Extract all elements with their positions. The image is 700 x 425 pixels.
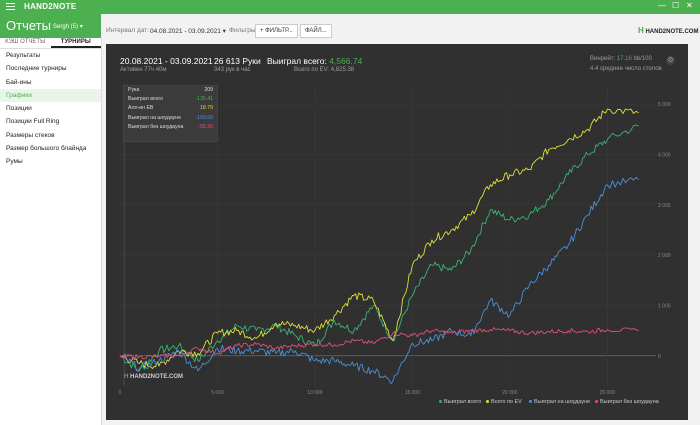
y-tick-label: 3 000 [658, 203, 671, 209]
legend-label: Выиграл без шоудауна [600, 399, 659, 405]
winrate-label: Винрейт: [590, 56, 616, 62]
minimize-icon[interactable]: — [658, 1, 666, 10]
legend-label: Всего по EV [491, 399, 522, 405]
tab-tournaments[interactable]: ТУРНИРЫ [50, 38, 101, 48]
chart-watermark: H HAND2NOTE.COM [124, 374, 183, 380]
user-selector[interactable]: Sergh (5) ▾ [53, 23, 83, 30]
x-tick-label: 0 [119, 390, 122, 396]
won-total: Выиграл всего: 4,566.74 [267, 56, 362, 66]
series-line [119, 124, 639, 372]
graph-panel: 20.08.2021 - 03.09.2021 Активен 77ч 40м … [106, 44, 688, 420]
legend-item[interactable]: Всего по EV [486, 399, 522, 405]
legend-item[interactable]: Выиграл всего [439, 399, 481, 405]
sidebar-item-positions[interactable]: Позиции [6, 105, 32, 113]
brand-logo: H HAND2NOTE.COM [638, 26, 698, 35]
tooltip-row: Выиграл без шоудауна -58.26 [124, 123, 217, 132]
tooltip-value: 209 [204, 87, 213, 93]
tab-cash-reports[interactable]: КЭШ ОТЧЕТЫ [5, 39, 46, 45]
date-interval-label: Интервал дат: [106, 27, 150, 34]
watermark-text: HAND2NOTE.COM [130, 374, 184, 380]
tooltip-label: Выиграл всего [128, 96, 164, 103]
avg-tables: 4.4 среднее число столов [590, 66, 662, 72]
series-line [119, 176, 639, 385]
legend-label: Выиграл на шоудауне [534, 399, 591, 405]
sidebar-item-stack-sizes[interactable]: Размеры стеков [6, 131, 55, 139]
chevron-down-icon: ▾ [79, 24, 83, 30]
tooltip-value: -193.66 [195, 114, 213, 121]
logo-icon: H [638, 26, 644, 35]
hover-tooltip: Рука 209 Выиграл всего -135.41 Алл-ин EB 18… [123, 85, 218, 142]
winrate-value: 17.16 [616, 56, 632, 62]
chevron-down-icon: ▾ [222, 28, 226, 35]
sidebar-item-big-blind-size[interactable]: Размер большого блайнда [6, 145, 87, 153]
date-interval-value: 04.08.2021 - 03.09.2021 [150, 28, 221, 35]
y-tick-label: 4 000 [658, 152, 671, 158]
winrate-unit: bb/100 [633, 56, 652, 62]
sidebar-item-rooms[interactable]: Румы [6, 158, 23, 166]
tooltip-label: Алл-ин EB [128, 105, 154, 112]
logo-text: HAND2NOTE.COM [645, 29, 699, 35]
y-tick-label: 2 000 [658, 253, 671, 259]
title-bar: HAND2NOTE — ☐ ✕ [0, 0, 700, 14]
legend-item[interactable]: Выиграл на шоудауне [529, 399, 590, 405]
tooltip-row: Алл-ин EB 18.79 [124, 104, 217, 113]
hands-per-hour: 343 рук в час [214, 67, 251, 73]
hands-count: 26 613 Руки [214, 56, 261, 66]
sidebar-tabs: КЭШ ОТЧЕТЫ ТУРНИРЫ [0, 38, 101, 49]
x-tick-label: 5 000 [211, 390, 224, 396]
filters-label: Фильтры: [229, 27, 258, 34]
x-tick-label: 20 000 [502, 390, 518, 396]
x-tick-label: 25 000 [600, 390, 616, 396]
tooltip-row: Выиграл на шоудауне -193.66 [124, 114, 217, 123]
tooltip-value: -58.26 [198, 123, 213, 130]
user-label: Sergh (5) [53, 24, 79, 30]
sidebar-item-buyins[interactable]: Бай-ины [6, 78, 32, 86]
date-interval-select[interactable]: 04.08.2021 - 03.09.2021 ▾ [150, 27, 226, 35]
tooltip-value: 18.79 [200, 105, 213, 112]
sidebar-item-results[interactable]: Результаты [6, 52, 41, 59]
app-title: HAND2NOTE [24, 2, 77, 11]
date-range: 20.08.2021 - 03.09.2021 [120, 56, 213, 66]
tooltip-label: Рука [128, 87, 140, 93]
page-header: Отчеты Sergh (5) ▾ [0, 14, 101, 38]
won-label: Выиграл всего: [267, 56, 327, 66]
series-line [119, 327, 639, 360]
winrate: Винрейт: 17.16 bb/100 [590, 56, 652, 62]
ev-total: Всего по EV: 4,825.38 [294, 67, 355, 73]
x-tick-label: 15 000 [405, 390, 421, 396]
won-value: 4,566.74 [329, 56, 363, 66]
tooltip-label: Выиграл на шоудауне [128, 114, 182, 121]
maximize-icon[interactable]: ☐ [672, 1, 680, 10]
legend-item[interactable]: Выиграл без шоудауна [595, 399, 659, 405]
tooltip-value: -135.41 [195, 96, 213, 103]
series-line [119, 108, 639, 370]
settings-icon[interactable]: ⚙ [666, 56, 675, 65]
menu-icon[interactable] [6, 3, 15, 10]
y-tick-label: 5 000 [658, 102, 671, 108]
legend-label: Выиграл всего [444, 399, 482, 405]
logo-icon: H [124, 374, 129, 380]
y-tick-label: 0 [658, 354, 661, 360]
sidebar-item-graphs[interactable]: Графики [0, 88, 101, 103]
close-icon[interactable]: ✕ [686, 1, 693, 10]
toolbar: Интервал дат: 04.08.2021 - 03.09.2021 ▾ … [101, 14, 700, 44]
active-time: Активен 77ч 40м [120, 67, 167, 73]
page-title: Отчеты [6, 18, 51, 33]
tooltip-label: Выиграл без шоудауна [128, 123, 184, 130]
sidebar-item-recent-tournaments[interactable]: Последние турниры [6, 65, 67, 73]
tooltip-row: Рука 209 [124, 86, 217, 95]
x-tick-label: 10 000 [307, 390, 323, 396]
y-tick-label: 1 000 [658, 303, 671, 309]
add-filter-button[interactable]: + ФИЛЬТР... [255, 24, 298, 38]
sidebar: КЭШ ОТЧЕТЫ ТУРНИРЫ Результаты Последние … [0, 38, 102, 425]
sidebar-item-positions-full-ring[interactable]: Позиции Full Ring [6, 118, 60, 126]
file-button[interactable]: ФАЙЛ... [300, 24, 332, 38]
tooltip-row: Выиграл всего -135.41 [124, 95, 217, 104]
